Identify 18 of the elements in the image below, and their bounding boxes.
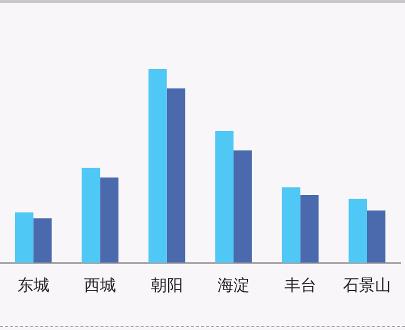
bar	[148, 69, 167, 263]
bar	[367, 210, 386, 263]
bar	[166, 88, 186, 263]
x-tick-label: 朝阳	[150, 276, 183, 295]
x-tick-label: 西城	[84, 276, 116, 295]
bar	[15, 212, 34, 263]
bar	[82, 168, 100, 263]
bar	[282, 187, 300, 263]
x-tick-label: 东城	[17, 276, 50, 295]
bar	[100, 178, 118, 263]
bar	[215, 131, 234, 263]
bar	[300, 194, 319, 263]
x-tick-label: 海淀	[218, 276, 250, 295]
bar	[348, 198, 367, 263]
x-tick-label: 石景山	[343, 276, 391, 295]
x-tick-label: 丰台	[284, 276, 316, 295]
bar	[33, 218, 52, 263]
bar	[234, 150, 252, 263]
